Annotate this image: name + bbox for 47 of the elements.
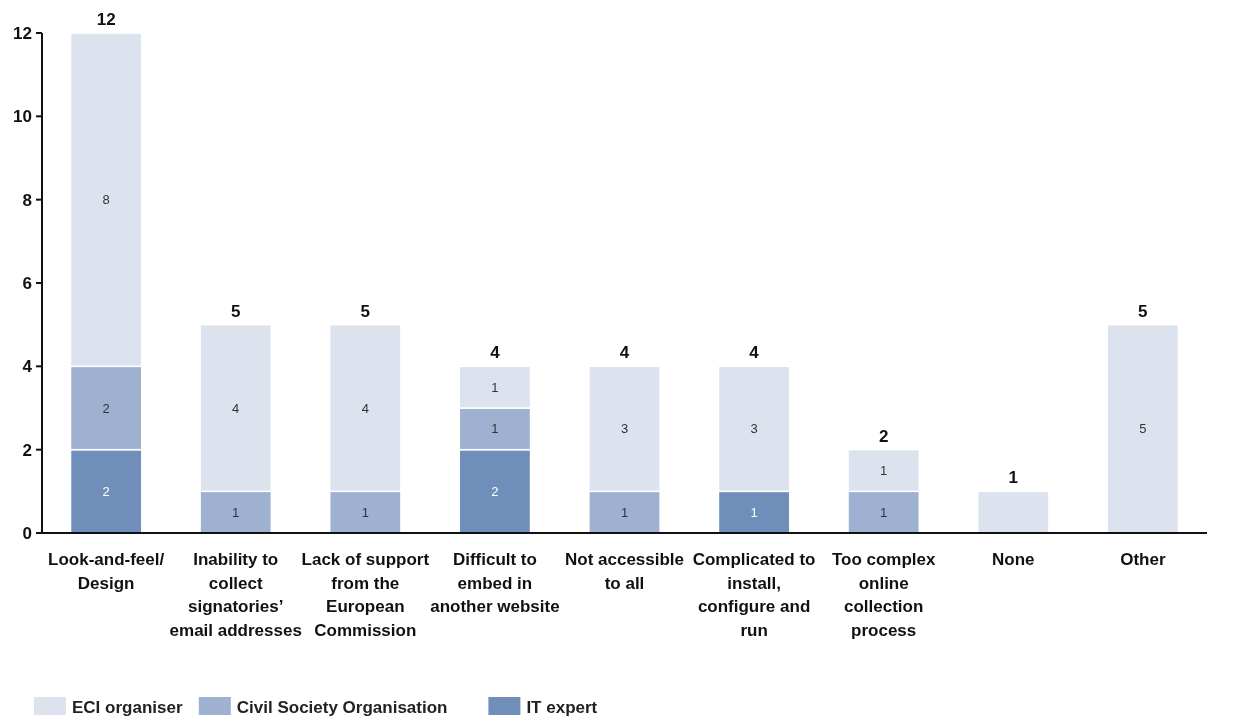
- total-label: 1: [1008, 468, 1018, 488]
- total-label: 4: [490, 343, 501, 363]
- data-label: 8: [102, 192, 110, 208]
- legend-label: Civil Society Organisation: [236, 698, 448, 717]
- x-tick-label: Too complex online collection process: [831, 550, 937, 640]
- data-label: 1: [620, 504, 629, 520]
- y-tick-label: 0: [22, 523, 32, 543]
- total-label: 5: [231, 301, 241, 321]
- data-label: 3: [620, 421, 629, 437]
- data-label: 1: [232, 504, 240, 520]
- data-label: 2: [102, 400, 110, 416]
- data-label: 5: [1139, 421, 1147, 437]
- y-tick-label: 10: [13, 107, 32, 127]
- x-tick-label: Other: [1120, 550, 1166, 569]
- data-label: 4: [232, 400, 240, 416]
- data-label: 2: [102, 483, 110, 499]
- data-label: 4: [361, 400, 369, 416]
- total-label: 4: [749, 343, 760, 363]
- data-label: 1: [491, 421, 499, 437]
- data-label: 2: [491, 483, 499, 499]
- total-label: 4: [619, 343, 630, 363]
- x-tick-label: Complicated to install, configure and run: [692, 550, 816, 640]
- x-tick-label: Lack of support from the European Commission: [301, 550, 430, 640]
- total-label: 2: [878, 426, 889, 446]
- total-label: 12: [96, 10, 116, 29]
- y-tick-label: 2: [22, 440, 32, 460]
- legend-label: ECI organiser: [72, 698, 183, 717]
- data-label: 3: [750, 421, 758, 437]
- total-label: 5: [1138, 301, 1148, 321]
- data-label: 1: [361, 504, 369, 520]
- y-tick-label: 4: [22, 357, 33, 377]
- data-label: 1: [880, 504, 888, 520]
- y-tick-label: 8: [22, 190, 32, 210]
- x-tick-label: Inability to collect signatories’ email addresses: [169, 550, 302, 640]
- bar: [976, 490, 1050, 534]
- bar: [1106, 323, 1180, 534]
- total-label: 5: [360, 301, 371, 321]
- data-label: 1: [750, 504, 758, 520]
- data-label: 1: [491, 379, 499, 395]
- x-tick-label: Difficult to embed in another website: [430, 550, 560, 616]
- data-label: 1: [880, 463, 888, 479]
- y-tick-label: 6: [22, 273, 32, 293]
- x-tick-label: Not accessible to all: [564, 550, 685, 593]
- y-tick-label: 12: [13, 23, 32, 43]
- legend-label: IT expert: [526, 698, 598, 717]
- x-tick-label: None: [992, 550, 1035, 569]
- x-tick-label: Look-and-feel/ Design: [48, 550, 165, 593]
